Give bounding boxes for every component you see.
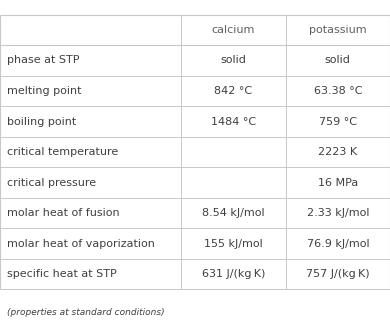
Text: 76.9 kJ/mol: 76.9 kJ/mol xyxy=(307,239,369,249)
Text: 1484 °C: 1484 °C xyxy=(211,116,256,127)
Text: melting point: melting point xyxy=(7,86,82,96)
Text: (properties at standard conditions): (properties at standard conditions) xyxy=(7,308,165,317)
Text: solid: solid xyxy=(325,56,351,65)
Text: potassium: potassium xyxy=(309,25,367,35)
Text: critical pressure: critical pressure xyxy=(7,178,96,188)
Text: 2223 K: 2223 K xyxy=(318,147,357,157)
Text: 757 J/(kg K): 757 J/(kg K) xyxy=(306,269,370,279)
Text: 842 °C: 842 °C xyxy=(215,86,253,96)
Text: 16 MPa: 16 MPa xyxy=(318,178,358,188)
Text: 759 °C: 759 °C xyxy=(319,116,357,127)
Text: molar heat of fusion: molar heat of fusion xyxy=(7,208,120,218)
Text: calcium: calcium xyxy=(212,25,255,35)
Text: specific heat at STP: specific heat at STP xyxy=(7,269,117,279)
Text: critical temperature: critical temperature xyxy=(7,147,118,157)
Text: 155 kJ/mol: 155 kJ/mol xyxy=(204,239,263,249)
Text: phase at STP: phase at STP xyxy=(7,56,80,65)
Text: solid: solid xyxy=(221,56,246,65)
Text: 631 J/(kg K): 631 J/(kg K) xyxy=(202,269,265,279)
Text: 63.38 °C: 63.38 °C xyxy=(314,86,362,96)
Text: 8.54 kJ/mol: 8.54 kJ/mol xyxy=(202,208,265,218)
Text: molar heat of vaporization: molar heat of vaporization xyxy=(7,239,155,249)
Text: 2.33 kJ/mol: 2.33 kJ/mol xyxy=(307,208,369,218)
Text: boiling point: boiling point xyxy=(7,116,76,127)
